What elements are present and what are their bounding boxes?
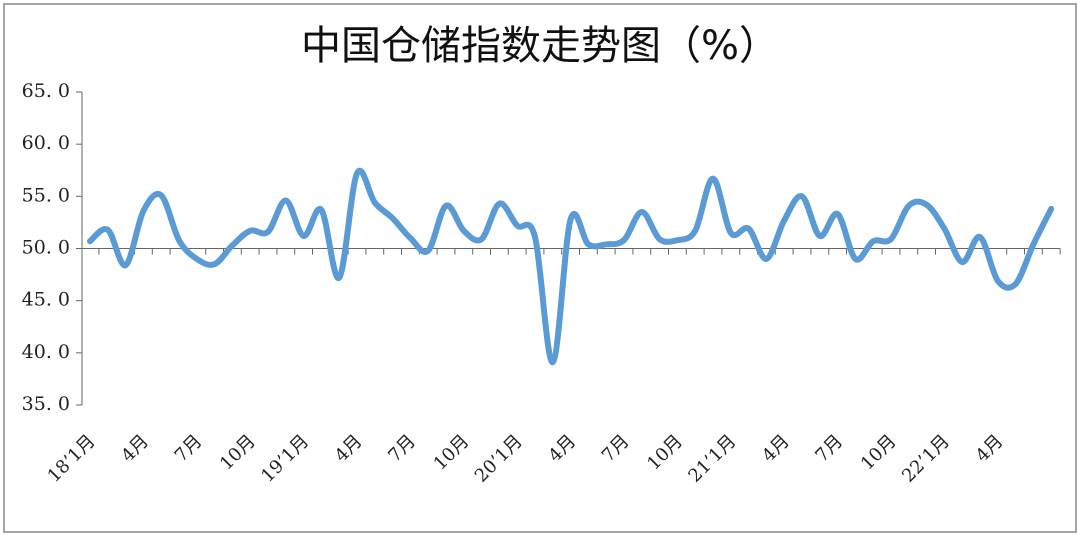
line <box>87 167 1055 366</box>
y-tick-label: 65. 0 <box>22 80 70 102</box>
y-tick-label: 55. 0 <box>22 184 70 206</box>
y-tick-label: 60. 0 <box>22 132 70 154</box>
y-tick-label: 40. 0 <box>22 341 70 363</box>
y-tick-label: 35. 0 <box>22 393 70 415</box>
y-tick-label: 50. 0 <box>22 237 70 259</box>
y-tick-label: 45. 0 <box>22 289 70 311</box>
chart-title: 中国仓储指数走势图（%） <box>301 23 779 69</box>
